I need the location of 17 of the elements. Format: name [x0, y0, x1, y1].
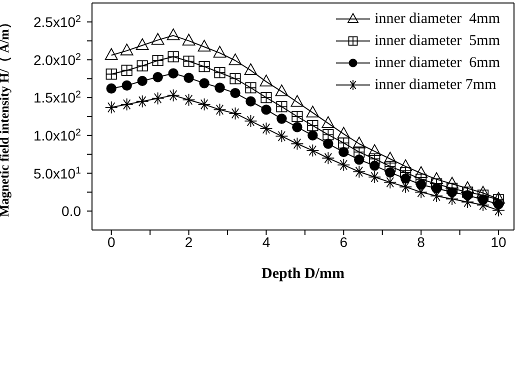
legend-label: inner diameter 4mm — [374, 10, 500, 29]
x-tick-label: 0 — [107, 234, 116, 250]
legend-label: inner diameter 7mm — [374, 76, 496, 95]
x-tick-label: 6 — [340, 234, 348, 250]
y-tick-label: 5.0x10$^{1}$ — [34, 164, 81, 182]
y-tick-label: 2.0x10$^{2}$ — [34, 51, 81, 68]
x-tick-label: 10 — [490, 234, 507, 250]
x-tick-label: 8 — [417, 234, 426, 250]
y-tick-label: 0.0 — [62, 203, 82, 220]
x-axis-title: Depth D/mm — [262, 266, 345, 282]
legend-label: inner diameter 5mm — [374, 32, 500, 51]
x-tick-label: 4 — [262, 234, 270, 250]
y-tick-label: 2.5x10$^{2}$ — [34, 13, 81, 30]
x-tick-label: 2 — [184, 234, 193, 250]
y-tick-label: 1.0x10$^{2}$ — [34, 126, 81, 144]
legend-label: inner diameter 6mm — [374, 54, 500, 73]
y-tick-label: 1.5x10$^{2}$ — [34, 89, 81, 106]
